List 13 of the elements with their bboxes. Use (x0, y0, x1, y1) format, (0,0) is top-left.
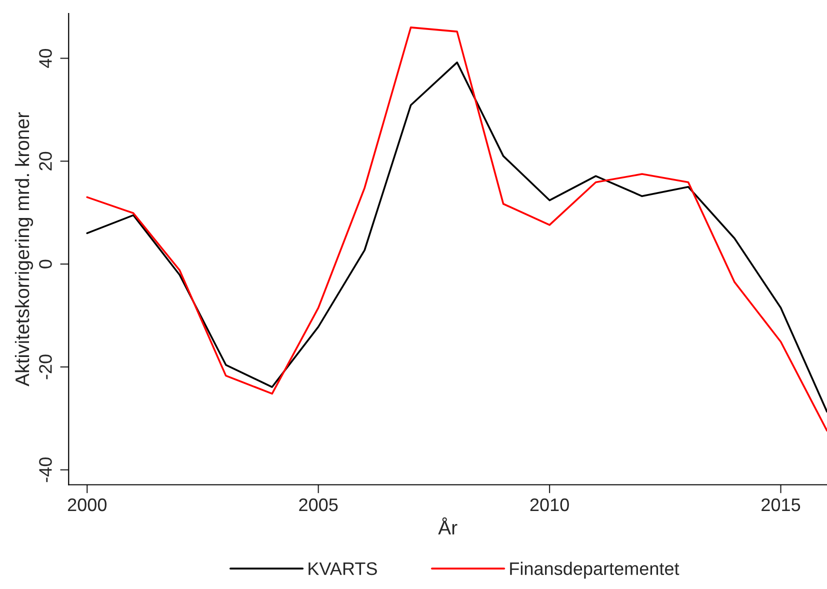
y-tick-label: -40 (39, 457, 52, 482)
x-tick-label: 2015 (762, 498, 800, 512)
y-tick-label: 0 (39, 260, 52, 268)
x-tick-label: 2005 (299, 498, 338, 512)
y-tick-label: 40 (39, 48, 52, 68)
x-tick-label: 2000 (68, 498, 107, 512)
y-tick-label: -20 (39, 354, 52, 380)
y-tick-label: 20 (39, 152, 52, 170)
x-tick-label: 2010 (530, 498, 569, 512)
y-axis-title: Aktivitetskorrigering mrd. kroner (14, 112, 34, 386)
legend-label: KVARTS (308, 562, 377, 576)
x-axis-title: År (438, 517, 458, 534)
legend-label: Finansdepartementet (510, 562, 680, 579)
